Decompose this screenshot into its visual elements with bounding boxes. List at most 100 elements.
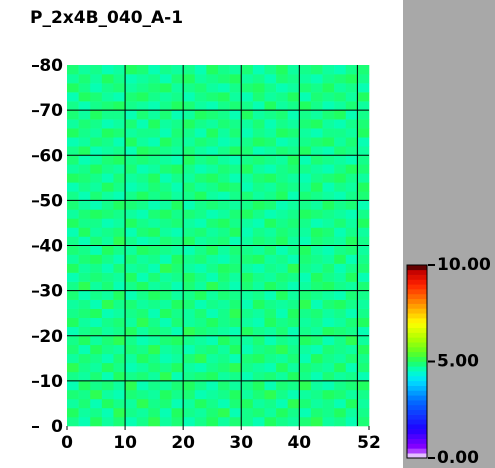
cell [299, 254, 312, 264]
cell [345, 209, 358, 219]
cell [171, 74, 184, 84]
cell [218, 164, 230, 174]
cell [171, 308, 184, 318]
cell [218, 371, 230, 382]
cell [183, 416, 196, 427]
cell [229, 389, 242, 400]
cell [252, 74, 265, 84]
cell [264, 146, 277, 156]
cell [287, 155, 300, 165]
cell [171, 371, 184, 382]
cell [67, 335, 79, 346]
cell [276, 218, 288, 228]
cell [252, 290, 265, 300]
cell [113, 272, 126, 282]
cell [206, 344, 219, 355]
cell [183, 209, 196, 219]
cell [183, 101, 196, 111]
cell [183, 380, 196, 391]
cell [206, 191, 219, 201]
cell [276, 191, 288, 201]
cell [218, 173, 230, 183]
cell [218, 182, 230, 192]
cell [345, 290, 358, 300]
cell [310, 362, 323, 373]
cell [357, 308, 370, 318]
cell [322, 281, 335, 291]
cell [171, 209, 184, 219]
cell [125, 218, 137, 228]
cell [299, 65, 312, 75]
cell [206, 200, 219, 210]
cell [136, 191, 149, 201]
cell [171, 164, 184, 174]
cell [345, 164, 358, 174]
cell [229, 272, 242, 282]
cell [229, 146, 242, 156]
cell [264, 389, 277, 400]
cell [264, 380, 277, 391]
cell [264, 254, 277, 264]
cell [218, 209, 230, 219]
cell [287, 344, 300, 355]
y-tick-label: 80 [39, 56, 63, 76]
cell [345, 371, 358, 382]
cell [159, 191, 172, 201]
cell [322, 65, 335, 75]
cell [171, 389, 184, 400]
cell [276, 236, 288, 246]
cell [125, 173, 137, 183]
cell [136, 119, 149, 129]
cell [101, 308, 114, 318]
cell [310, 128, 323, 138]
cell [264, 398, 277, 409]
cell [171, 263, 184, 273]
cell [334, 200, 347, 210]
cell [322, 92, 335, 102]
y-tick-label: 10 [39, 372, 63, 392]
cell [322, 254, 335, 264]
cell [101, 371, 114, 382]
cell [113, 65, 126, 75]
cell [264, 263, 277, 273]
cell [125, 92, 137, 102]
cell [322, 398, 335, 409]
cell [241, 146, 254, 156]
cell [113, 308, 126, 318]
cell [322, 101, 335, 111]
cell [241, 398, 254, 409]
cell [252, 344, 265, 355]
cell [113, 182, 126, 192]
cell [101, 380, 114, 391]
cell [90, 227, 103, 237]
cell [252, 398, 265, 409]
cell [159, 200, 172, 210]
cell [345, 128, 358, 138]
cell [171, 227, 184, 237]
cell [171, 182, 184, 192]
cell [276, 416, 288, 427]
cell [148, 290, 161, 300]
cell [194, 245, 207, 255]
cell [78, 263, 91, 273]
cell [159, 353, 172, 364]
cell [241, 137, 254, 147]
cell [310, 155, 323, 165]
colorbar-band [407, 332, 427, 338]
cell [334, 254, 347, 264]
cell [148, 299, 161, 309]
colorbar-band [407, 371, 427, 377]
cell [345, 281, 358, 291]
cell [264, 155, 277, 165]
cell [345, 326, 358, 337]
colorbar-band [407, 327, 427, 333]
cell [113, 236, 126, 246]
cell [136, 326, 149, 337]
cell [183, 191, 196, 201]
cell [125, 65, 137, 75]
cell [218, 128, 230, 138]
cell [136, 218, 149, 228]
cell [101, 110, 114, 120]
cell [276, 110, 288, 120]
colorbar-band [407, 269, 427, 275]
